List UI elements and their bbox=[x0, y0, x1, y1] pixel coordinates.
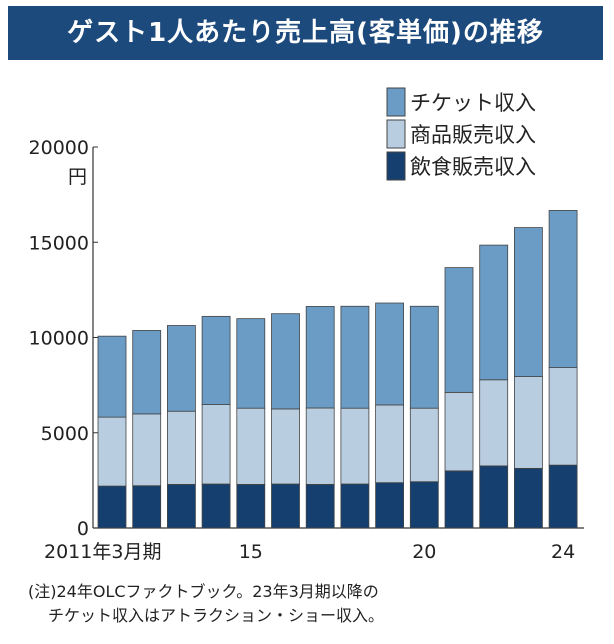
bar-segment-2018 bbox=[340, 483, 370, 529]
bar-segment-2024 bbox=[548, 210, 578, 368]
bar-segment-2020 bbox=[409, 481, 439, 529]
bar-segment-2022 bbox=[479, 379, 509, 467]
legend-label: チケット収入 bbox=[410, 91, 536, 115]
bar-segment-2021 bbox=[444, 391, 474, 472]
y-tick-label: 10000 bbox=[29, 328, 89, 350]
legend-label: 飲食販売収入 bbox=[410, 155, 536, 179]
bar-segment-2019 bbox=[375, 302, 405, 406]
bar-segment-2011 bbox=[97, 416, 127, 487]
chart-title: ゲスト1人あたり売上高(客単価)の推移 bbox=[8, 6, 603, 60]
bar-segment-2023 bbox=[514, 376, 543, 469]
bar-segment-2014 bbox=[201, 315, 231, 405]
bar-segment-2013 bbox=[166, 325, 196, 412]
bar-segment-2014 bbox=[201, 483, 231, 529]
bar-segment-2015 bbox=[236, 407, 266, 485]
bar-segment-2023 bbox=[514, 227, 543, 377]
bar-segment-2014 bbox=[201, 404, 231, 485]
bar-segment-2018 bbox=[340, 305, 370, 409]
bar-segment-2013 bbox=[166, 483, 196, 529]
bar-segment-2012 bbox=[132, 485, 162, 529]
bar-segment-2022 bbox=[479, 244, 509, 381]
bar-segment-2011 bbox=[97, 335, 127, 418]
bar-segment-2020 bbox=[409, 305, 439, 409]
bar-segment-2012 bbox=[132, 330, 162, 415]
x-tick-label: 2011年3月期 bbox=[44, 541, 161, 563]
legend-label: 商品販売収入 bbox=[410, 123, 536, 147]
bar-segment-2017 bbox=[305, 306, 335, 409]
bar-segment-2016 bbox=[271, 313, 300, 410]
bar-segment-2013 bbox=[166, 410, 196, 485]
x-tick-label: 24 bbox=[551, 541, 575, 563]
footnote: (注)24年OLCファクトブック。23年3月期以降の チケット収入はアトラクショ… bbox=[28, 580, 384, 628]
bar-segment-2019 bbox=[375, 482, 405, 529]
y-tick-label: 0 bbox=[77, 518, 89, 540]
y-tick-label: 20000 bbox=[29, 137, 89, 159]
y-unit-label: 円 bbox=[68, 166, 87, 188]
footnote-line-2: チケット収入はアトラクション・ショー収入。 bbox=[48, 606, 385, 625]
bar-segment-2015 bbox=[236, 318, 266, 409]
bar-segment-2011 bbox=[97, 485, 127, 529]
x-tick-label: 20 bbox=[412, 541, 436, 563]
legend-swatch bbox=[386, 119, 406, 149]
bar-segment-2023 bbox=[514, 467, 543, 529]
legend-swatch bbox=[386, 151, 406, 181]
bar-segment-2017 bbox=[305, 407, 335, 485]
bar-segment-2024 bbox=[548, 367, 578, 466]
bar-segment-2019 bbox=[375, 404, 405, 484]
bar-segment-2022 bbox=[479, 465, 509, 529]
y-tick-label: 5000 bbox=[41, 423, 89, 445]
bar-segment-2020 bbox=[409, 407, 439, 483]
bar-segment-2016 bbox=[271, 483, 300, 529]
bar-segment-2015 bbox=[236, 483, 266, 529]
bar-segment-2021 bbox=[444, 267, 474, 393]
bar-segment-2018 bbox=[340, 407, 370, 485]
footnote-line-1: (注)24年OLCファクトブック。23年3月期以降の bbox=[28, 582, 379, 601]
bar-segment-2021 bbox=[444, 470, 474, 529]
bar-segment-2016 bbox=[271, 408, 300, 485]
x-tick-label: 15 bbox=[239, 541, 263, 563]
bar-segment-2012 bbox=[132, 413, 162, 487]
bar-segment-2017 bbox=[305, 483, 335, 529]
y-tick-label: 15000 bbox=[29, 232, 89, 254]
bar-segment-2024 bbox=[548, 464, 578, 529]
legend-swatch bbox=[386, 87, 406, 117]
